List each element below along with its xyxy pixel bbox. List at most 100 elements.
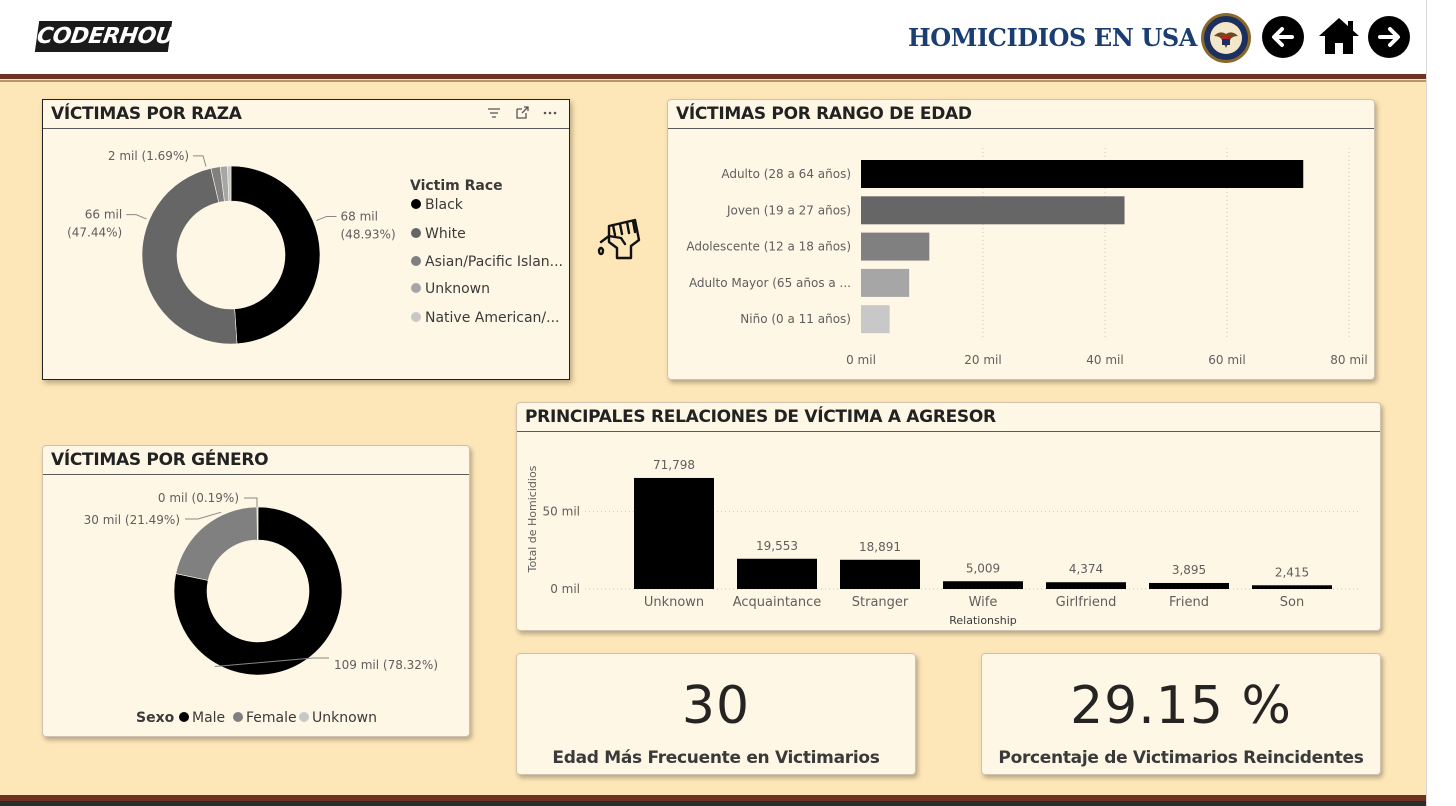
relation-bar: [634, 477, 714, 589]
header-rule: [0, 74, 1426, 79]
relation-value-label: 18,891: [859, 540, 901, 554]
race-legend-item-asian-pacific-islan-: Asian/Pacific Islan...: [425, 254, 563, 270]
gender-label-unknown-leader: [244, 497, 258, 507]
relation-category-label: Friend: [1169, 595, 1209, 610]
kpi-age-card[interactable]: 30 Edad Más Frecuente en Victimarios: [516, 653, 916, 775]
filter-icon[interactable]: [483, 103, 505, 123]
arrow-left-icon: [1272, 27, 1294, 47]
race-legend-marker-unknown: [411, 283, 421, 293]
relation-category-label: Acquaintance: [733, 595, 822, 610]
age-tick-label: 40 mil: [1086, 353, 1123, 367]
focus-mode-icon[interactable]: [511, 103, 533, 123]
more-options-icon[interactable]: [539, 103, 561, 123]
kpi-repeat-card[interactable]: 29.15 % Porcentaje de Victimarios Reinci…: [981, 653, 1381, 775]
relation-bar: [1046, 582, 1126, 589]
relation-tick-label: 0 mil: [550, 582, 580, 596]
kpi-repeat-label: Porcentaje de Victimarios Reincidentes: [998, 748, 1364, 768]
gender-slice-male: [173, 506, 343, 676]
age-card-rule: [668, 128, 1374, 129]
age-bar: [861, 196, 1125, 225]
gender-card[interactable]: VÍCTIMAS POR GÉNERO 109 mil (78.32%) 30 m…: [42, 445, 470, 737]
home-icon[interactable]: [1317, 16, 1361, 56]
age-category-label: Joven (19 a 27 años): [726, 203, 851, 217]
relation-card-rule: [517, 431, 1380, 432]
relation-card-title: PRINCIPALES RELACIONES DE VÍCTIMA A AGRE…: [525, 407, 996, 427]
race-legend-item-native-american-: Native American/...: [425, 310, 559, 326]
relation-x-axis-label: Relationship: [949, 614, 1017, 627]
race-card-rule: [43, 128, 569, 129]
age-category-label: Adolescente (12 a 18 años): [686, 240, 851, 254]
coderhouse-logo: CODERHOUSE: [34, 21, 205, 52]
relation-value-label: 71,798: [653, 458, 695, 472]
kpi-repeat-value: 29.15 %: [1070, 676, 1292, 736]
kpi-age-label: Edad Más Frecuente en Victimarios: [552, 748, 880, 768]
race-label-white-leader: [126, 214, 147, 220]
doj-seal-icon: [1201, 13, 1251, 63]
gender-label-unknown: 0 mil (0.19%): [158, 491, 239, 505]
age-category-label: Adulto Mayor (65 años a ...: [689, 276, 851, 290]
race-label-black-leader: [316, 215, 337, 222]
gender-label-female-leader: [185, 511, 222, 520]
header-bar: [0, 0, 1426, 74]
race-legend-item-black: Black: [425, 197, 464, 213]
race-legend-marker-native-american-: [411, 312, 421, 322]
gender-label-male: 109 mil (78.32%): [334, 658, 438, 672]
age-tick-label: 0 mil: [846, 353, 876, 367]
race-label-asian-leader: [193, 155, 207, 167]
relation-category-label: Unknown: [644, 595, 704, 610]
age-category-label: Adulto (28 a 64 años): [721, 167, 851, 181]
back-button[interactable]: [1262, 16, 1304, 58]
scroll-strip: [1426, 0, 1456, 806]
visual-toolbar: [483, 103, 563, 123]
gender-label-female: 30 mil (21.49%): [84, 513, 180, 527]
age-bar-chart: 0 mil 20 mil 40 mil 60 mil 80 mil Adulto (28 …: [686, 148, 1368, 367]
race-legend-marker-white: [411, 228, 421, 238]
relation-category-label: Son: [1280, 595, 1304, 610]
age-bar: [861, 268, 910, 297]
age-tick-label: 60 mil: [1208, 353, 1245, 367]
arrow-right-icon: [1378, 27, 1400, 47]
race-card[interactable]: VÍCTIMAS POR RAZA 68 mil (48.93%) 66 mil (4…: [42, 99, 570, 380]
gender-slice-female: [175, 506, 258, 581]
page-title: HOMICIDIOS EN USA: [908, 23, 1198, 52]
relation-y-axis-label: Total de Homicidios: [526, 465, 539, 573]
relation-bar: [1149, 582, 1229, 589]
race-legend-marker-black: [411, 199, 421, 209]
relation-bar-chart: 0 mil 50 mil Total de Homicidios 71,798 Unkn…: [526, 458, 1358, 627]
race-legend-item-unknown: Unknown: [425, 281, 490, 297]
age-card-title: VÍCTIMAS POR RANGO DE EDAD: [676, 104, 972, 124]
relation-bar: [943, 581, 1023, 589]
age-bar: [861, 305, 890, 334]
gender-legend-marker-female: [233, 712, 243, 722]
relation-card[interactable]: PRINCIPALES RELACIONES DE VÍCTIMA A AGRE…: [516, 402, 1381, 631]
race-slice-native-american-: [227, 165, 232, 202]
gender-slice-unknown: [256, 506, 259, 541]
kpi-age-value: 30: [681, 676, 751, 736]
relation-bar: [840, 559, 920, 589]
relation-value-label: 5,009: [966, 561, 1000, 575]
race-card-title: VÍCTIMAS POR RAZA: [51, 104, 242, 124]
forward-button[interactable]: [1368, 16, 1410, 58]
gender-label-male-leader: [214, 657, 329, 668]
gender-legend-item-unknown: Unknown: [312, 710, 377, 726]
gender-legend-item-female: Female: [246, 710, 297, 726]
relation-tick-label: 50 mil: [543, 505, 580, 519]
age-bar: [861, 160, 1304, 188]
footer-rule: [0, 795, 1426, 801]
age-bar: [861, 232, 930, 261]
race-label-black-line2: (48.93%): [341, 227, 396, 241]
race-slice-black: [230, 165, 321, 345]
gender-legend-item-male: Male: [192, 710, 225, 726]
age-card[interactable]: VÍCTIMAS POR RANGO DE EDAD 0 mil 20 mil 40…: [667, 99, 1375, 380]
race-slice-white: [141, 167, 238, 345]
age-category-label: Niño (0 a 11 años): [740, 312, 851, 326]
race-label-white-line2: (47.44%): [67, 226, 122, 240]
race-legend-item-white: White: [425, 226, 466, 242]
gender-legend-marker-male: [179, 712, 189, 722]
relation-category-label: Girlfriend: [1056, 595, 1117, 610]
gender-card-rule: [43, 474, 469, 475]
race-label-asian: 2 mil (1.69%): [108, 149, 189, 163]
relation-bar: [737, 558, 817, 589]
relation-category-label: Wife: [969, 595, 998, 610]
age-tick-label: 20 mil: [964, 353, 1001, 367]
